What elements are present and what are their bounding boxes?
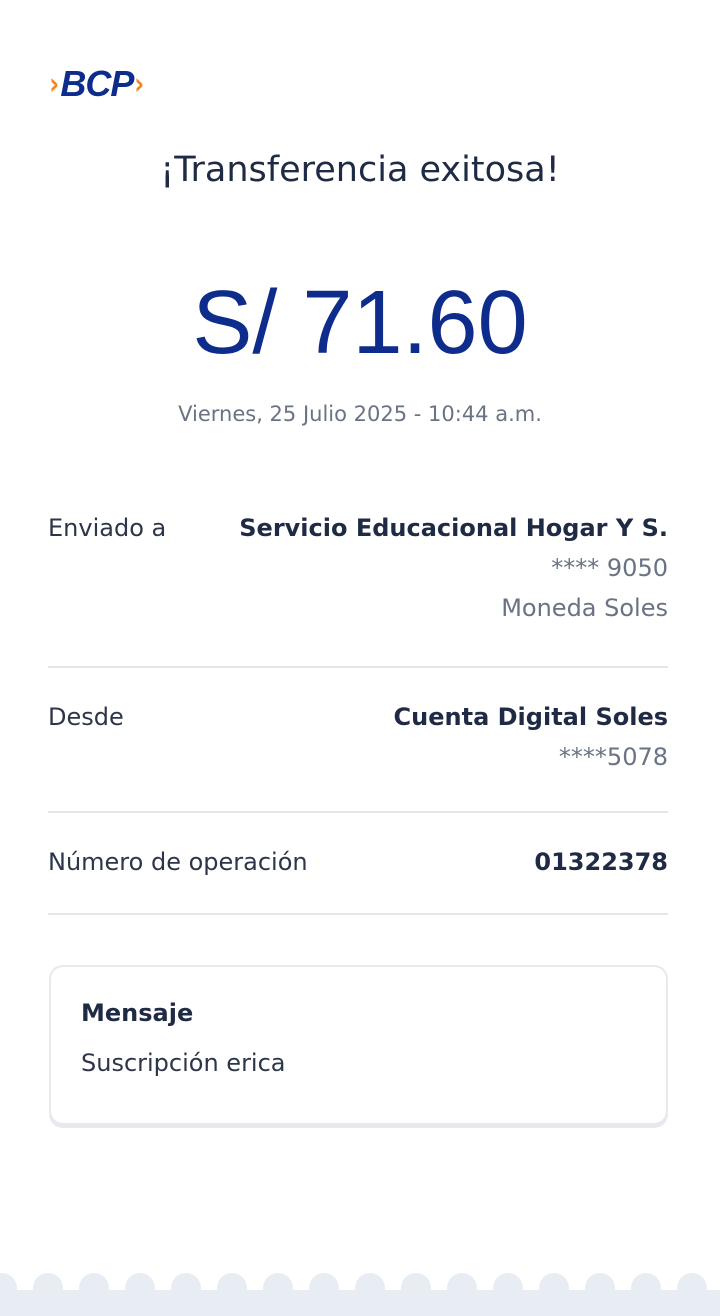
detail-row-operation: Número de operación 01322378 <box>48 848 668 876</box>
detail-row-source: Desde Cuenta Digital Soles ****5078 <box>48 703 668 771</box>
page-title: ¡Transferencia exitosa! <box>160 150 560 190</box>
bcp-logo: › BCP › <box>48 63 146 104</box>
transfer-datetime: Viernes, 25 Julio 2025 - 10:44 a.m. <box>178 402 542 426</box>
recipient-currency: Moneda Soles <box>501 594 668 622</box>
chevron-left-logo-icon: › <box>49 66 60 102</box>
detail-row-recipient: Enviado a Servicio Educacional Hogar Y S… <box>48 514 668 622</box>
divider <box>48 666 668 668</box>
message-heading: Mensaje <box>81 999 194 1027</box>
receipt-footer-band <box>0 1290 720 1316</box>
operation-number: 01322378 <box>534 848 668 876</box>
divider <box>48 913 668 915</box>
recipient-account: **** 9050 <box>551 554 668 582</box>
detail-label: Enviado a <box>48 514 167 542</box>
transfer-amount: S/ 71.60 <box>192 273 528 373</box>
message-card: Mensaje Suscripción erica <box>49 965 668 1125</box>
detail-label: Desde <box>48 703 124 731</box>
logo-text: BCP <box>60 63 134 104</box>
chevron-right-logo-icon: › <box>134 66 145 102</box>
source-account-number: ****5078 <box>558 743 668 771</box>
source-account-name: Cuenta Digital Soles <box>393 703 668 731</box>
detail-label: Número de operación <box>48 848 308 876</box>
message-text: Suscripción erica <box>81 1049 286 1077</box>
recipient-name: Servicio Educacional Hogar Y S. <box>239 514 668 542</box>
divider <box>48 811 668 813</box>
